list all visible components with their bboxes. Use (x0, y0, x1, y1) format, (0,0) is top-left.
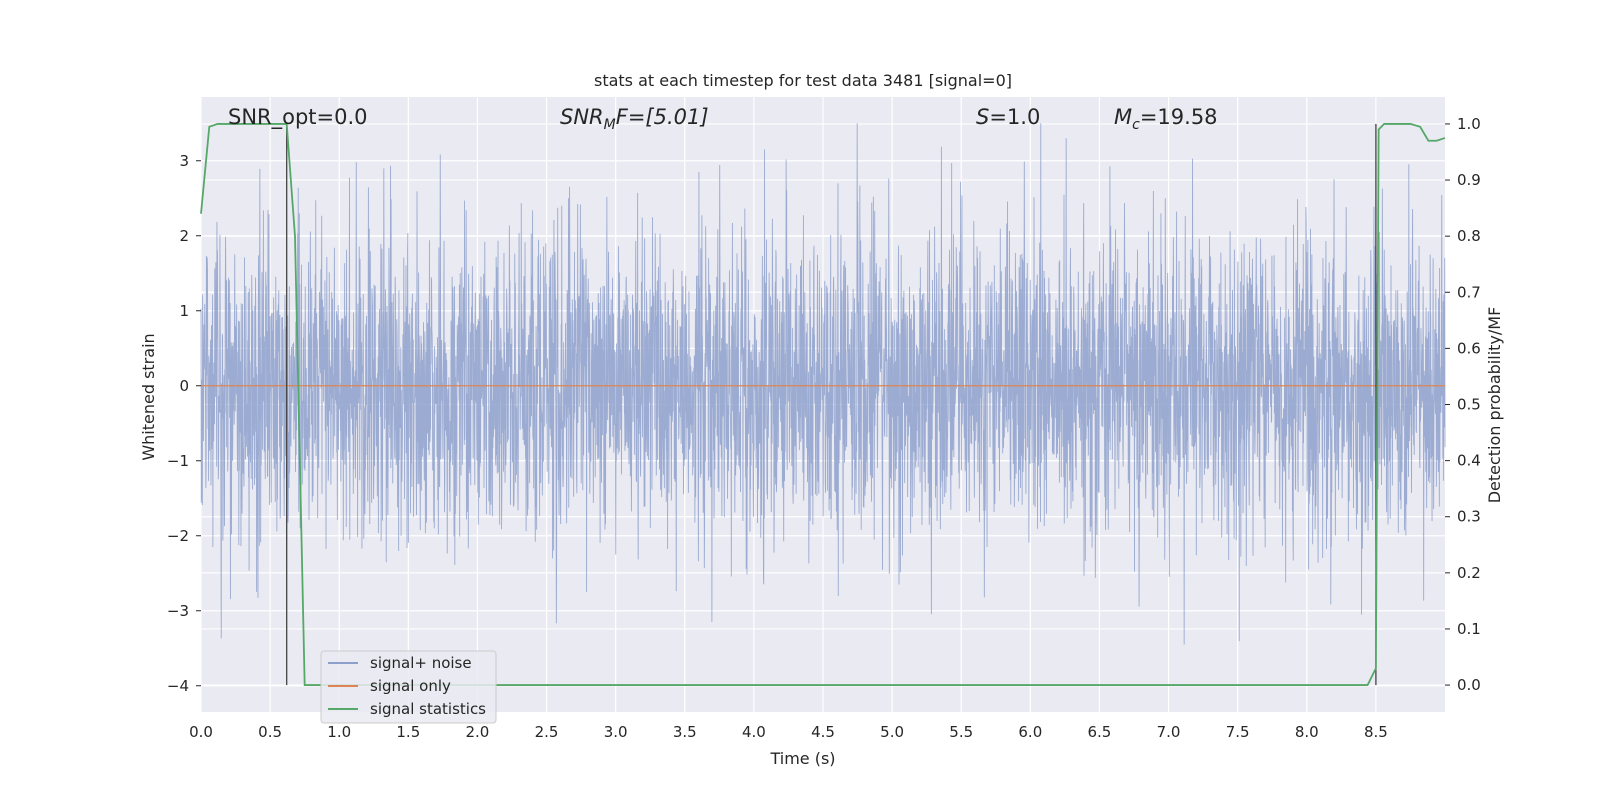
chart-title: stats at each timestep for test data 348… (594, 71, 1012, 90)
y-right-tick-label: 0.5 (1457, 396, 1481, 414)
y-right-tick-label: 0.3 (1457, 508, 1481, 526)
signal-noise-series (200, 123, 1446, 645)
overlay-series (200, 123, 1446, 686)
y-right-tick-label: 0.9 (1457, 171, 1481, 189)
legend-box (320, 650, 497, 724)
x-tick-label: 2.0 (466, 723, 490, 741)
x-tick-label: 8.0 (1295, 723, 1319, 741)
x-tick-label: 1.5 (396, 723, 420, 741)
legend-label-signal-only: signal only (370, 677, 451, 695)
y-tick-label: 2 (179, 227, 189, 245)
y-right-tick-label: 0.0 (1457, 676, 1481, 694)
annotation-snr-opt: SNR_opt=0.0 (228, 105, 368, 130)
y-right-tick-label: 0.8 (1457, 227, 1481, 245)
y-tick-label: 1 (179, 302, 189, 320)
y-right-tick-label: 0.6 (1457, 339, 1481, 357)
annotation-snr-mf: SNRMF=[5.01] (560, 105, 709, 133)
y-tick-label: −1 (167, 452, 189, 470)
x-tick-label: 8.5 (1364, 723, 1388, 741)
y-axis-label: Whitened strain (139, 333, 158, 460)
signal-noise-line (200, 123, 1446, 645)
x-tick-label: 3.5 (673, 723, 697, 741)
x-tick-label: 5.0 (880, 723, 904, 741)
y-tick-label: 3 (179, 152, 189, 170)
y-axis-ticks: 3 2 1 0 −1 −2 −3 −4 (167, 152, 201, 695)
x-tick-label: 6.0 (1018, 723, 1042, 741)
annotation-mc-base: M (1114, 105, 1132, 129)
legend: signal+ noise signal only signal statist… (320, 650, 497, 724)
x-tick-label: 0.5 (258, 723, 282, 741)
y-tick-label: −4 (167, 677, 189, 695)
y-axis-right-label: Detection probability/MF (1485, 307, 1504, 504)
x-tick-label: 1.0 (327, 723, 351, 741)
y-right-tick-label: 1.0 (1457, 115, 1481, 133)
annotation-mc-sub: c (1132, 117, 1140, 133)
x-tick-label: 5.5 (949, 723, 973, 741)
x-axis-label: Time (s) (769, 749, 835, 768)
x-tick-label: 4.0 (742, 723, 766, 741)
annotation-snr-mf-base: SNR (560, 105, 604, 129)
y-right-tick-label: 0.4 (1457, 452, 1481, 470)
annotation-mc: Mc=19.58 (1114, 105, 1218, 133)
y-right-tick-label: 0.1 (1457, 620, 1481, 638)
y-tick-label: 0 (179, 377, 189, 395)
x-axis-ticks: 0.0 0.5 1.0 1.5 2.0 2.5 3.0 3.5 4.0 4.5 5.0 5.5 6.0 6… (189, 723, 1388, 741)
y-right-tick-label: 0.7 (1457, 283, 1481, 301)
x-tick-label: 4.5 (811, 723, 835, 741)
x-tick-label: 7.5 (1226, 723, 1250, 741)
y-tick-label: −2 (167, 527, 189, 545)
legend-label-signal-statistics: signal statistics (370, 700, 486, 718)
x-tick-label: 7.0 (1157, 723, 1181, 741)
y-axis-right-ticks: 1.0 0.9 0.8 0.7 0.6 0.5 0.4 0.3 0.2 0.1 0.0 (1445, 115, 1481, 694)
annotation-s: S=1.0 (976, 105, 1040, 129)
y-tick-label: −3 (167, 602, 189, 620)
annotation-snr-mf-rest-italic: F=[5.01] (616, 105, 709, 129)
signal-statistics-line (200, 123, 1446, 686)
annotation-s-rest: =1.0 (989, 105, 1040, 129)
x-tick-label: 0.0 (189, 723, 213, 741)
annotation-snr-mf-sub: M (604, 117, 616, 133)
y-right-tick-label: 0.2 (1457, 564, 1481, 582)
legend-label-signal-noise: signal+ noise (370, 654, 472, 672)
x-tick-label: 2.5 (535, 723, 559, 741)
x-tick-label: 3.0 (604, 723, 628, 741)
annotation-s-var: S (976, 105, 989, 129)
x-tick-label: 6.5 (1088, 723, 1112, 741)
annotation-mc-rest: =19.58 (1140, 105, 1218, 129)
